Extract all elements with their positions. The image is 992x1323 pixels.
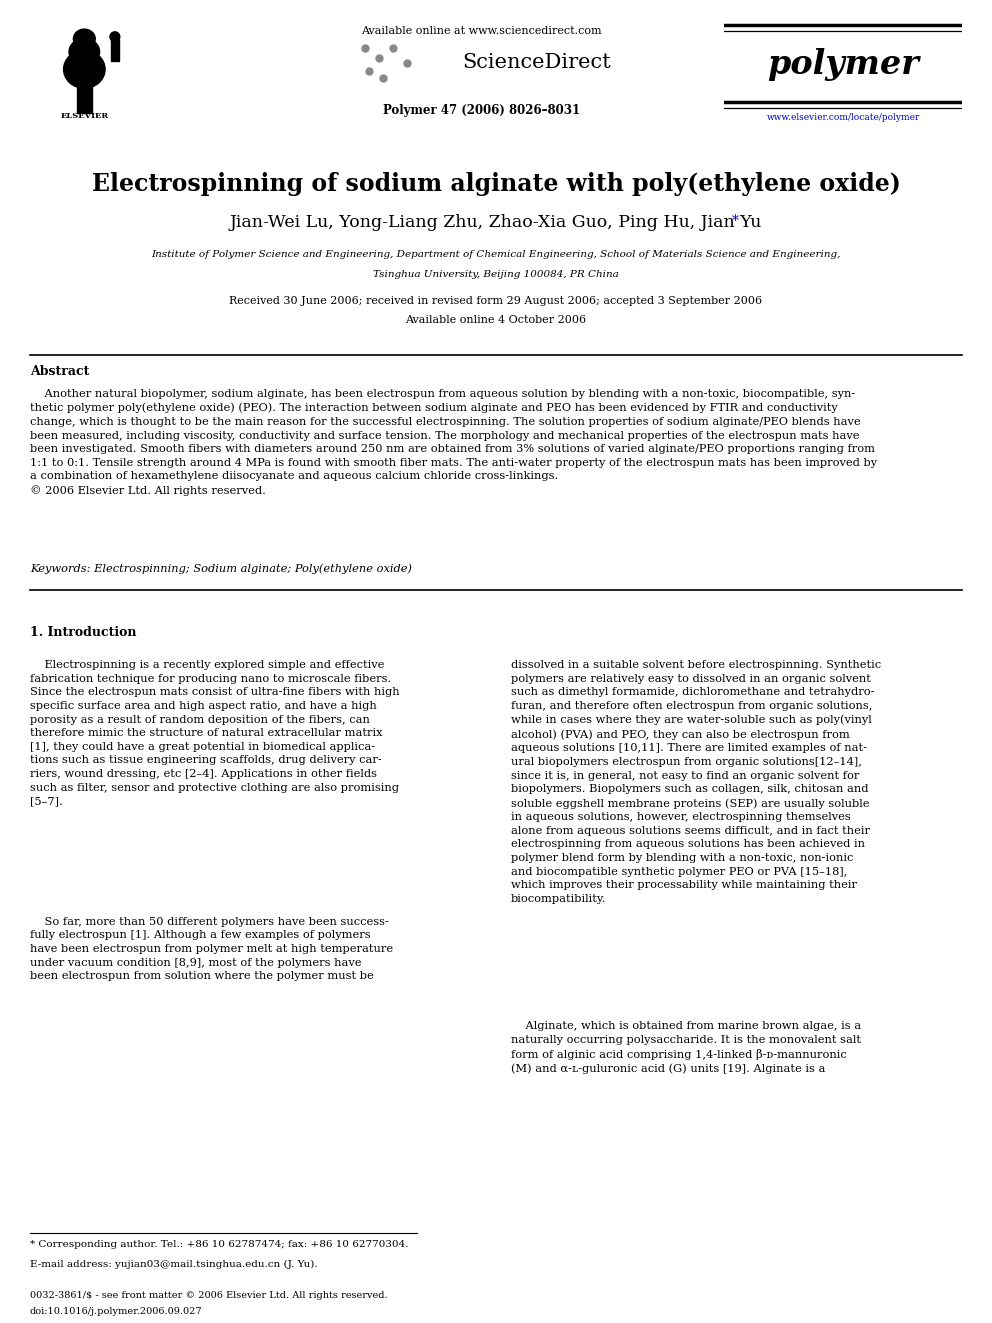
Text: Received 30 June 2006; received in revised form 29 August 2006; accepted 3 Septe: Received 30 June 2006; received in revis… (229, 296, 763, 307)
Text: polymer: polymer (767, 49, 920, 82)
Bar (110, 38, 119, 61)
Text: 0032-3861/$ - see front matter © 2006 Elsevier Ltd. All rights reserved.: 0032-3861/$ - see front matter © 2006 El… (30, 1291, 388, 1301)
Text: Electrospinning is a recently explored simple and effective
fabrication techniqu: Electrospinning is a recently explored s… (30, 660, 400, 806)
Ellipse shape (73, 29, 95, 49)
Text: Polymer 47 (2006) 8026–8031: Polymer 47 (2006) 8026–8031 (383, 105, 579, 116)
Text: Another natural biopolymer, sodium alginate, has been electrospun from aqueous s: Another natural biopolymer, sodium algin… (30, 389, 877, 496)
Text: ScienceDirect: ScienceDirect (462, 53, 611, 73)
Text: * Corresponding author. Tel.: +86 10 62787474; fax: +86 10 62770304.: * Corresponding author. Tel.: +86 10 627… (30, 1240, 409, 1249)
Ellipse shape (69, 38, 99, 65)
Text: Available online 4 October 2006: Available online 4 October 2006 (406, 315, 586, 325)
Text: doi:10.1016/j.polymer.2006.09.027: doi:10.1016/j.polymer.2006.09.027 (30, 1307, 202, 1316)
Text: So far, more than 50 different polymers have been success-
fully electrospun [1]: So far, more than 50 different polymers … (30, 917, 393, 982)
Text: Jian-Wei Lu, Yong-Liang Zhu, Zhao-Xia Guo, Ping Hu, Jian Yu: Jian-Wei Lu, Yong-Liang Zhu, Zhao-Xia Gu… (230, 214, 762, 232)
Text: ELSEVIER: ELSEVIER (61, 112, 108, 120)
Text: Electrospinning of sodium alginate with poly(ethylene oxide): Electrospinning of sodium alginate with … (91, 172, 901, 196)
Text: 1. Introduction: 1. Introduction (30, 626, 136, 639)
Ellipse shape (63, 50, 105, 89)
Text: Tsinghua University, Beijing 100084, PR China: Tsinghua University, Beijing 100084, PR … (373, 270, 619, 279)
Text: Alginate, which is obtained from marine brown algae, is a
naturally occurring po: Alginate, which is obtained from marine … (511, 1021, 861, 1074)
Text: E-mail address: yujian03@mail.tsinghua.edu.cn (J. Yu).: E-mail address: yujian03@mail.tsinghua.e… (30, 1259, 317, 1269)
Text: Keywords: Electrospinning; Sodium alginate; Poly(ethylene oxide): Keywords: Electrospinning; Sodium algina… (30, 564, 412, 574)
Text: Abstract: Abstract (30, 365, 89, 378)
Text: dissolved in a suitable solvent before electrospinning. Synthetic
polymers are r: dissolved in a suitable solvent before e… (511, 660, 881, 904)
Bar (76, 86, 92, 112)
Text: Institute of Polymer Science and Engineering, Department of Chemical Engineering: Institute of Polymer Science and Enginee… (152, 250, 840, 259)
Text: *: * (732, 213, 739, 228)
Text: www.elsevier.com/locate/polymer: www.elsevier.com/locate/polymer (767, 112, 920, 122)
Text: Available online at www.sciencedirect.com: Available online at www.sciencedirect.co… (361, 26, 601, 36)
Ellipse shape (110, 32, 120, 41)
